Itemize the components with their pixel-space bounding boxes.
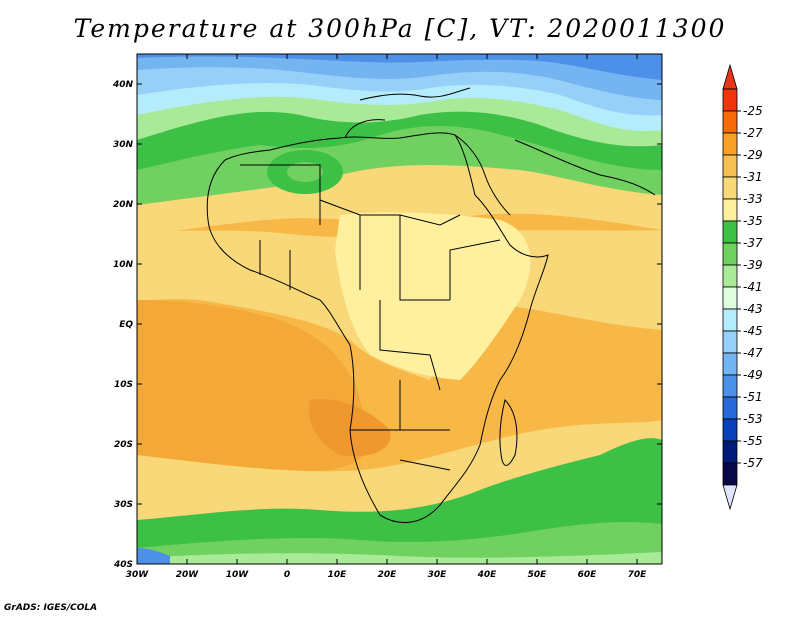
colorbar-swatch <box>722 418 738 442</box>
lat-tick-label: 20N <box>113 200 134 210</box>
lat-tick-label: 20S <box>114 440 133 450</box>
colorbar-swatch <box>722 374 738 398</box>
lon-tick-label: 40E <box>477 570 498 580</box>
lon-tick-label: 50E <box>528 570 548 580</box>
colorbar-label: -25 <box>743 104 763 118</box>
plot-frame <box>136 53 663 565</box>
colorbar-label: -31 <box>743 170 763 184</box>
chart-title: Temperature at 300hPa [C], VT: 202001130… <box>73 14 727 43</box>
lon-tick-label: 70E <box>628 570 648 580</box>
lat-tick-label: 30N <box>113 140 134 150</box>
colorbar-swatch <box>722 154 738 178</box>
colorbar-swatch <box>722 264 738 288</box>
colorbar-swatch <box>722 132 738 156</box>
lon-tick-label: 0 <box>284 570 290 580</box>
colorbar-swatch <box>722 308 738 332</box>
colorbar-top-arrow <box>722 63 738 90</box>
colorbar-label: -39 <box>743 258 763 272</box>
lon-tick-label: 30W <box>126 570 150 580</box>
colorbar-swatch <box>722 462 738 486</box>
colorbar-swatch <box>722 396 738 420</box>
lon-tick-label: 10W <box>226 570 250 580</box>
temperature-field <box>137 54 662 564</box>
axis-tick-labels: 30W 20W 10W 0 10E 20E 30E 40E 50E 60E 70E 40N 30N 20N… <box>112 80 647 580</box>
colorbar-label: -47 <box>743 346 763 360</box>
colorbar-swatch <box>722 176 738 200</box>
colorbar-label: -29 <box>743 148 763 162</box>
colorbar-label: -27 <box>743 126 763 140</box>
lon-tick-label: 20W <box>176 570 200 580</box>
lat-tick-label: 30S <box>114 500 133 510</box>
colorbar-label: -37 <box>743 236 763 250</box>
colorbar-label: -55 <box>743 434 763 448</box>
colorbar-swatch <box>722 110 738 134</box>
colorbar-label: -49 <box>743 368 763 382</box>
lat-tick-label: 40N <box>112 80 134 90</box>
colorbar-swatch <box>722 242 738 266</box>
axis-ticks <box>136 54 662 565</box>
colorbar-swatch <box>722 440 738 464</box>
lon-tick-label: 20E <box>378 570 398 580</box>
lat-tick-label: 10S <box>114 380 133 390</box>
lat-tick-label: 40S <box>113 560 133 570</box>
footer-credit: GrADS: IGES/COLA <box>4 603 98 613</box>
colorbar-label: -43 <box>743 302 763 316</box>
colorbar-label: -45 <box>743 324 763 338</box>
colorbar-swatch <box>722 198 738 222</box>
colorbar-swatch <box>722 352 738 376</box>
colorbar-label: -33 <box>743 192 763 206</box>
colorbar-label: -51 <box>743 390 763 404</box>
lat-tick-label: EQ <box>119 320 133 330</box>
colorbar-swatch <box>722 286 738 310</box>
colorbar-label: -53 <box>743 412 763 426</box>
colorbar-label: -57 <box>743 456 763 470</box>
lat-tick-label: 10N <box>113 260 134 270</box>
lon-tick-label: 60E <box>578 570 598 580</box>
colorbar: -25 -27 -29 -31 -33 -35 -37 -39 -41 -43 -45 -47 -49 -… <box>722 63 763 511</box>
colorbar-swatch <box>722 220 738 244</box>
colorbar-label: -41 <box>743 280 763 294</box>
colorbar-label: -35 <box>743 214 763 228</box>
lon-tick-label: 30E <box>428 570 448 580</box>
lon-tick-label: 10E <box>328 570 348 580</box>
colorbar-swatch <box>722 88 738 112</box>
colorbar-swatch <box>722 330 738 354</box>
coastline-outlines <box>206 87 656 524</box>
colorbar-bottom-arrow <box>722 484 738 511</box>
